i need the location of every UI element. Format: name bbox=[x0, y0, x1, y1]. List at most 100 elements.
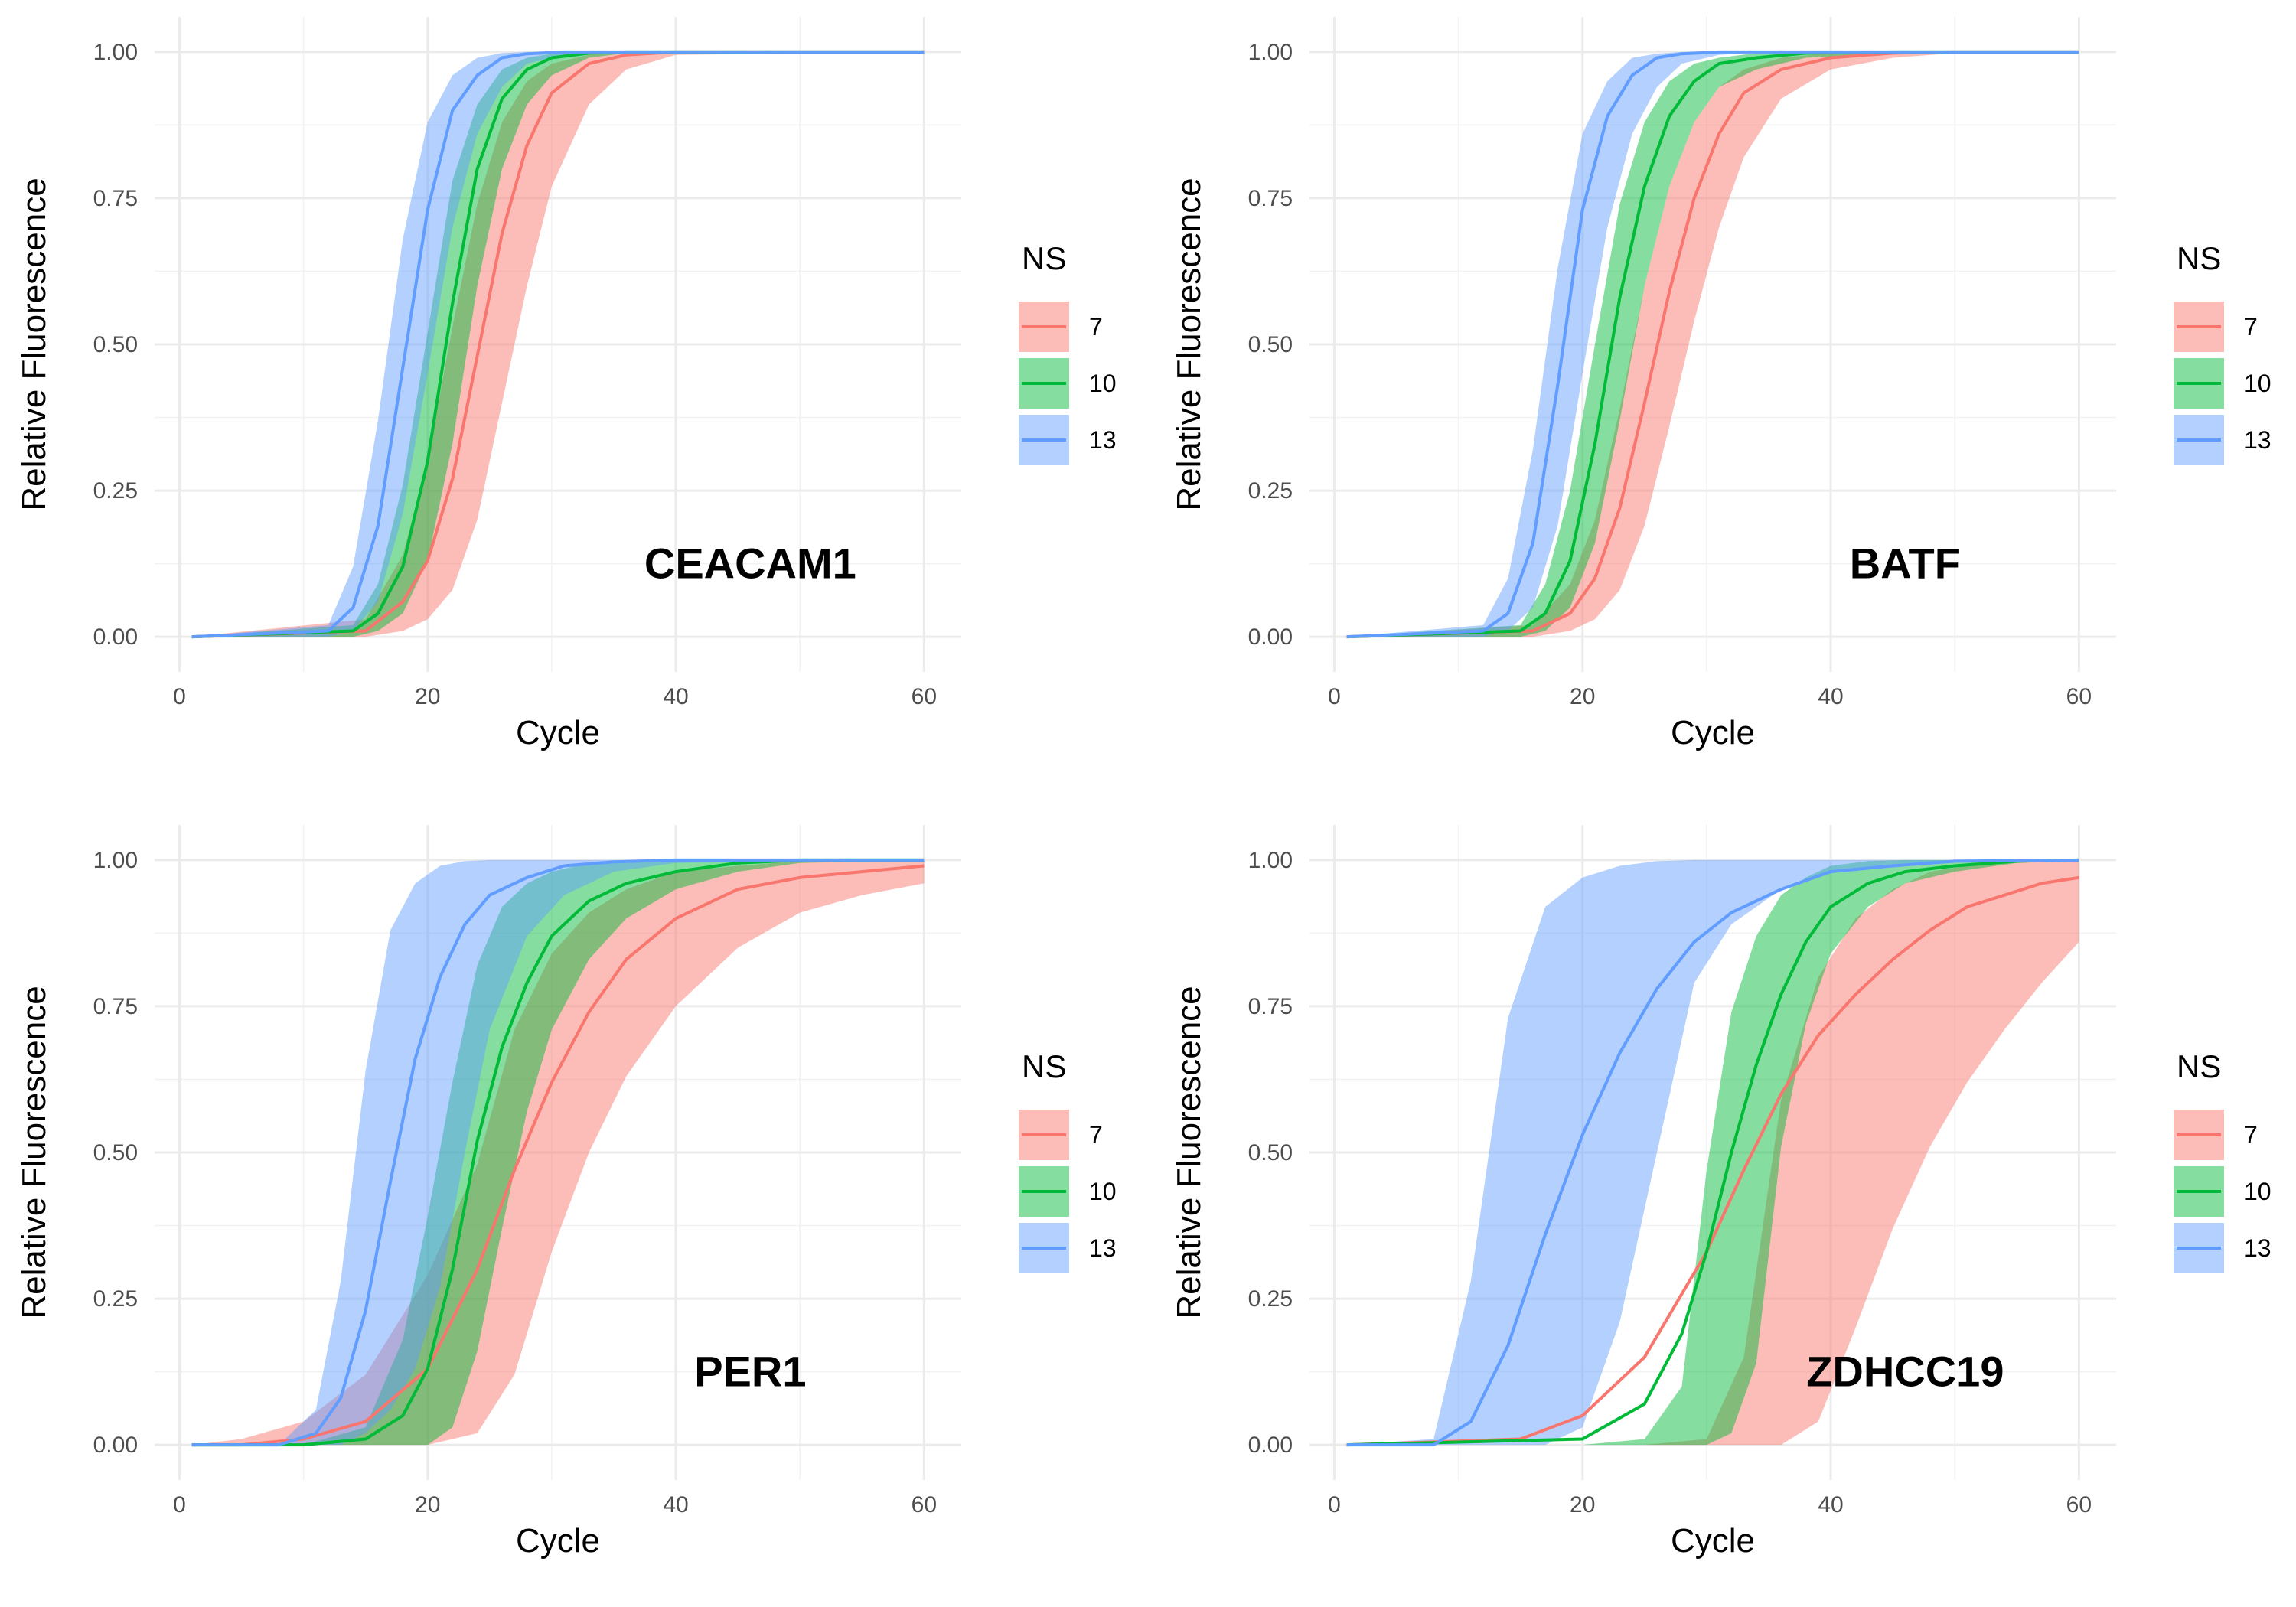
legend-label: 13 bbox=[1089, 426, 1117, 454]
y-tick-label: 1.00 bbox=[1248, 848, 1293, 873]
legend-item-ns-13: 13 bbox=[2174, 415, 2272, 465]
y-tick-label: 0.75 bbox=[1248, 994, 1293, 1019]
legend-label: 10 bbox=[2244, 370, 2272, 397]
x-tick-label: 0 bbox=[173, 1492, 186, 1517]
x-axis-title: Cycle bbox=[1671, 1522, 1755, 1560]
legend-label: 10 bbox=[1089, 370, 1117, 397]
legend-item-ns-13: 13 bbox=[2174, 1223, 2272, 1273]
ribbon-ns-10 bbox=[191, 859, 925, 1446]
y-tick-label: 0.25 bbox=[93, 478, 138, 504]
gene-label: BATF bbox=[1850, 539, 1961, 588]
y-tick-label: 0.25 bbox=[1248, 478, 1293, 504]
y-tick-label: 0.25 bbox=[1248, 1286, 1293, 1312]
line-ns-7 bbox=[191, 864, 925, 1447]
y-tick-label: 0.75 bbox=[93, 994, 138, 1019]
ribbon-ns-7 bbox=[1346, 859, 2079, 1446]
y-axis-title: Relative Fluorescence bbox=[15, 178, 53, 510]
line-ns-7 bbox=[1346, 875, 2079, 1447]
legend-item-ns-7: 7 bbox=[1019, 302, 1103, 352]
line-ns-13 bbox=[191, 858, 925, 1447]
legend-item-ns-7: 7 bbox=[2174, 1110, 2258, 1160]
y-tick-label: 0.50 bbox=[1248, 332, 1293, 357]
y-axis-title: Relative Fluorescence bbox=[1170, 178, 1208, 510]
x-axis-title: Cycle bbox=[516, 714, 600, 751]
x-tick-label: 60 bbox=[2066, 684, 2092, 709]
legend-label: 10 bbox=[2244, 1178, 2272, 1205]
y-tick-label: 0.25 bbox=[93, 1286, 138, 1312]
line-ns-13 bbox=[1346, 858, 2079, 1447]
panel-zdhcc19: 0.00 0.25 0.50 0.75 1.00 0 20 40 60 Cycle Relative… bbox=[1170, 825, 2272, 1560]
line-ns-10 bbox=[1346, 858, 2079, 1447]
y-tick-label: 0.50 bbox=[93, 332, 138, 357]
ribbon-ns-13 bbox=[191, 51, 925, 637]
x-tick-label: 20 bbox=[1570, 684, 1595, 709]
legend-label: 7 bbox=[1089, 313, 1103, 341]
line-ns-13 bbox=[191, 50, 925, 639]
panel-per1: 0.00 0.25 0.50 0.75 1.00 0 20 40 60 Cycle Relative… bbox=[15, 825, 1117, 1560]
ribbon-ns-10 bbox=[1346, 859, 2079, 1446]
x-tick-label: 40 bbox=[1818, 684, 1843, 709]
y-axis-title: Relative Fluorescence bbox=[15, 986, 53, 1319]
gene-label: CEACAM1 bbox=[644, 539, 856, 588]
x-tick-label: 0 bbox=[173, 684, 186, 709]
legend-title: NS bbox=[1022, 1048, 1066, 1084]
legend-label: 13 bbox=[2244, 426, 2272, 454]
panel-batf: 0.00 0.25 0.50 0.75 1.00 0 20 40 60 Cycle Relative… bbox=[1170, 17, 2272, 751]
ribbon-ns-7 bbox=[191, 859, 925, 1446]
x-tick-label: 40 bbox=[663, 1492, 688, 1517]
x-tick-label: 20 bbox=[415, 1492, 440, 1517]
x-tick-label: 40 bbox=[663, 684, 688, 709]
legend-label: 7 bbox=[2244, 1121, 2258, 1149]
x-tick-label: 0 bbox=[1328, 1492, 1341, 1517]
legend-title: NS bbox=[1022, 240, 1066, 276]
x-axis-title: Cycle bbox=[1671, 714, 1755, 751]
legend-title: NS bbox=[2177, 1048, 2221, 1084]
y-tick-label: 0.75 bbox=[1248, 186, 1293, 211]
x-axis-title: Cycle bbox=[516, 1522, 600, 1560]
ribbon-ns-13 bbox=[191, 859, 925, 1446]
legend-title: NS bbox=[2177, 240, 2221, 276]
legend-item-ns-10: 10 bbox=[1019, 1166, 1117, 1217]
legend-item-ns-13: 13 bbox=[1019, 415, 1117, 465]
y-tick-label: 0.75 bbox=[93, 186, 138, 211]
gene-label: PER1 bbox=[694, 1348, 806, 1396]
ribbon-ns-13 bbox=[1346, 859, 2079, 1446]
y-tick-label: 0.00 bbox=[1248, 1433, 1293, 1458]
panel-ceacam1: 0.00 0.25 0.50 0.75 1.00 0 20 40 60 Cycle Relative… bbox=[15, 17, 1117, 751]
line-ns-7 bbox=[191, 50, 925, 639]
ribbon-ns-7 bbox=[1346, 51, 2079, 637]
legend-label: 13 bbox=[1089, 1234, 1117, 1262]
y-tick-label: 0.50 bbox=[1248, 1140, 1293, 1165]
y-tick-label: 0.50 bbox=[93, 1140, 138, 1165]
legend-item-ns-7: 7 bbox=[2174, 302, 2258, 352]
x-tick-label: 40 bbox=[1818, 1492, 1843, 1517]
x-tick-label: 20 bbox=[415, 684, 440, 709]
legend-label: 7 bbox=[2244, 313, 2258, 341]
legend-item-ns-7: 7 bbox=[1019, 1110, 1103, 1160]
legend-label: 10 bbox=[1089, 1178, 1117, 1205]
x-tick-label: 20 bbox=[1570, 1492, 1595, 1517]
ribbon-ns-7 bbox=[191, 51, 925, 637]
legend-label: 13 bbox=[2244, 1234, 2272, 1262]
legend-item-ns-10: 10 bbox=[1019, 358, 1117, 409]
legend-item-ns-10: 10 bbox=[2174, 1166, 2272, 1217]
ribbon-ns-13 bbox=[1346, 51, 2079, 637]
y-tick-label: 0.00 bbox=[1248, 624, 1293, 650]
gene-label: ZDHCC19 bbox=[1806, 1348, 2004, 1396]
x-tick-label: 60 bbox=[2066, 1492, 2092, 1517]
x-tick-label: 0 bbox=[1328, 684, 1341, 709]
y-tick-label: 0.00 bbox=[93, 624, 138, 650]
y-tick-label: 0.00 bbox=[93, 1433, 138, 1458]
legend-item-ns-13: 13 bbox=[1019, 1223, 1117, 1273]
y-tick-label: 1.00 bbox=[1248, 40, 1293, 65]
line-ns-13 bbox=[1346, 50, 2079, 639]
line-ns-10 bbox=[1346, 50, 2079, 639]
legend-label: 7 bbox=[1089, 1121, 1103, 1149]
line-ns-7 bbox=[1346, 50, 2079, 639]
line-ns-10 bbox=[191, 858, 925, 1447]
y-tick-label: 1.00 bbox=[93, 848, 138, 873]
y-tick-label: 1.00 bbox=[93, 40, 138, 65]
legend-item-ns-10: 10 bbox=[2174, 358, 2272, 409]
x-tick-label: 60 bbox=[912, 684, 937, 709]
